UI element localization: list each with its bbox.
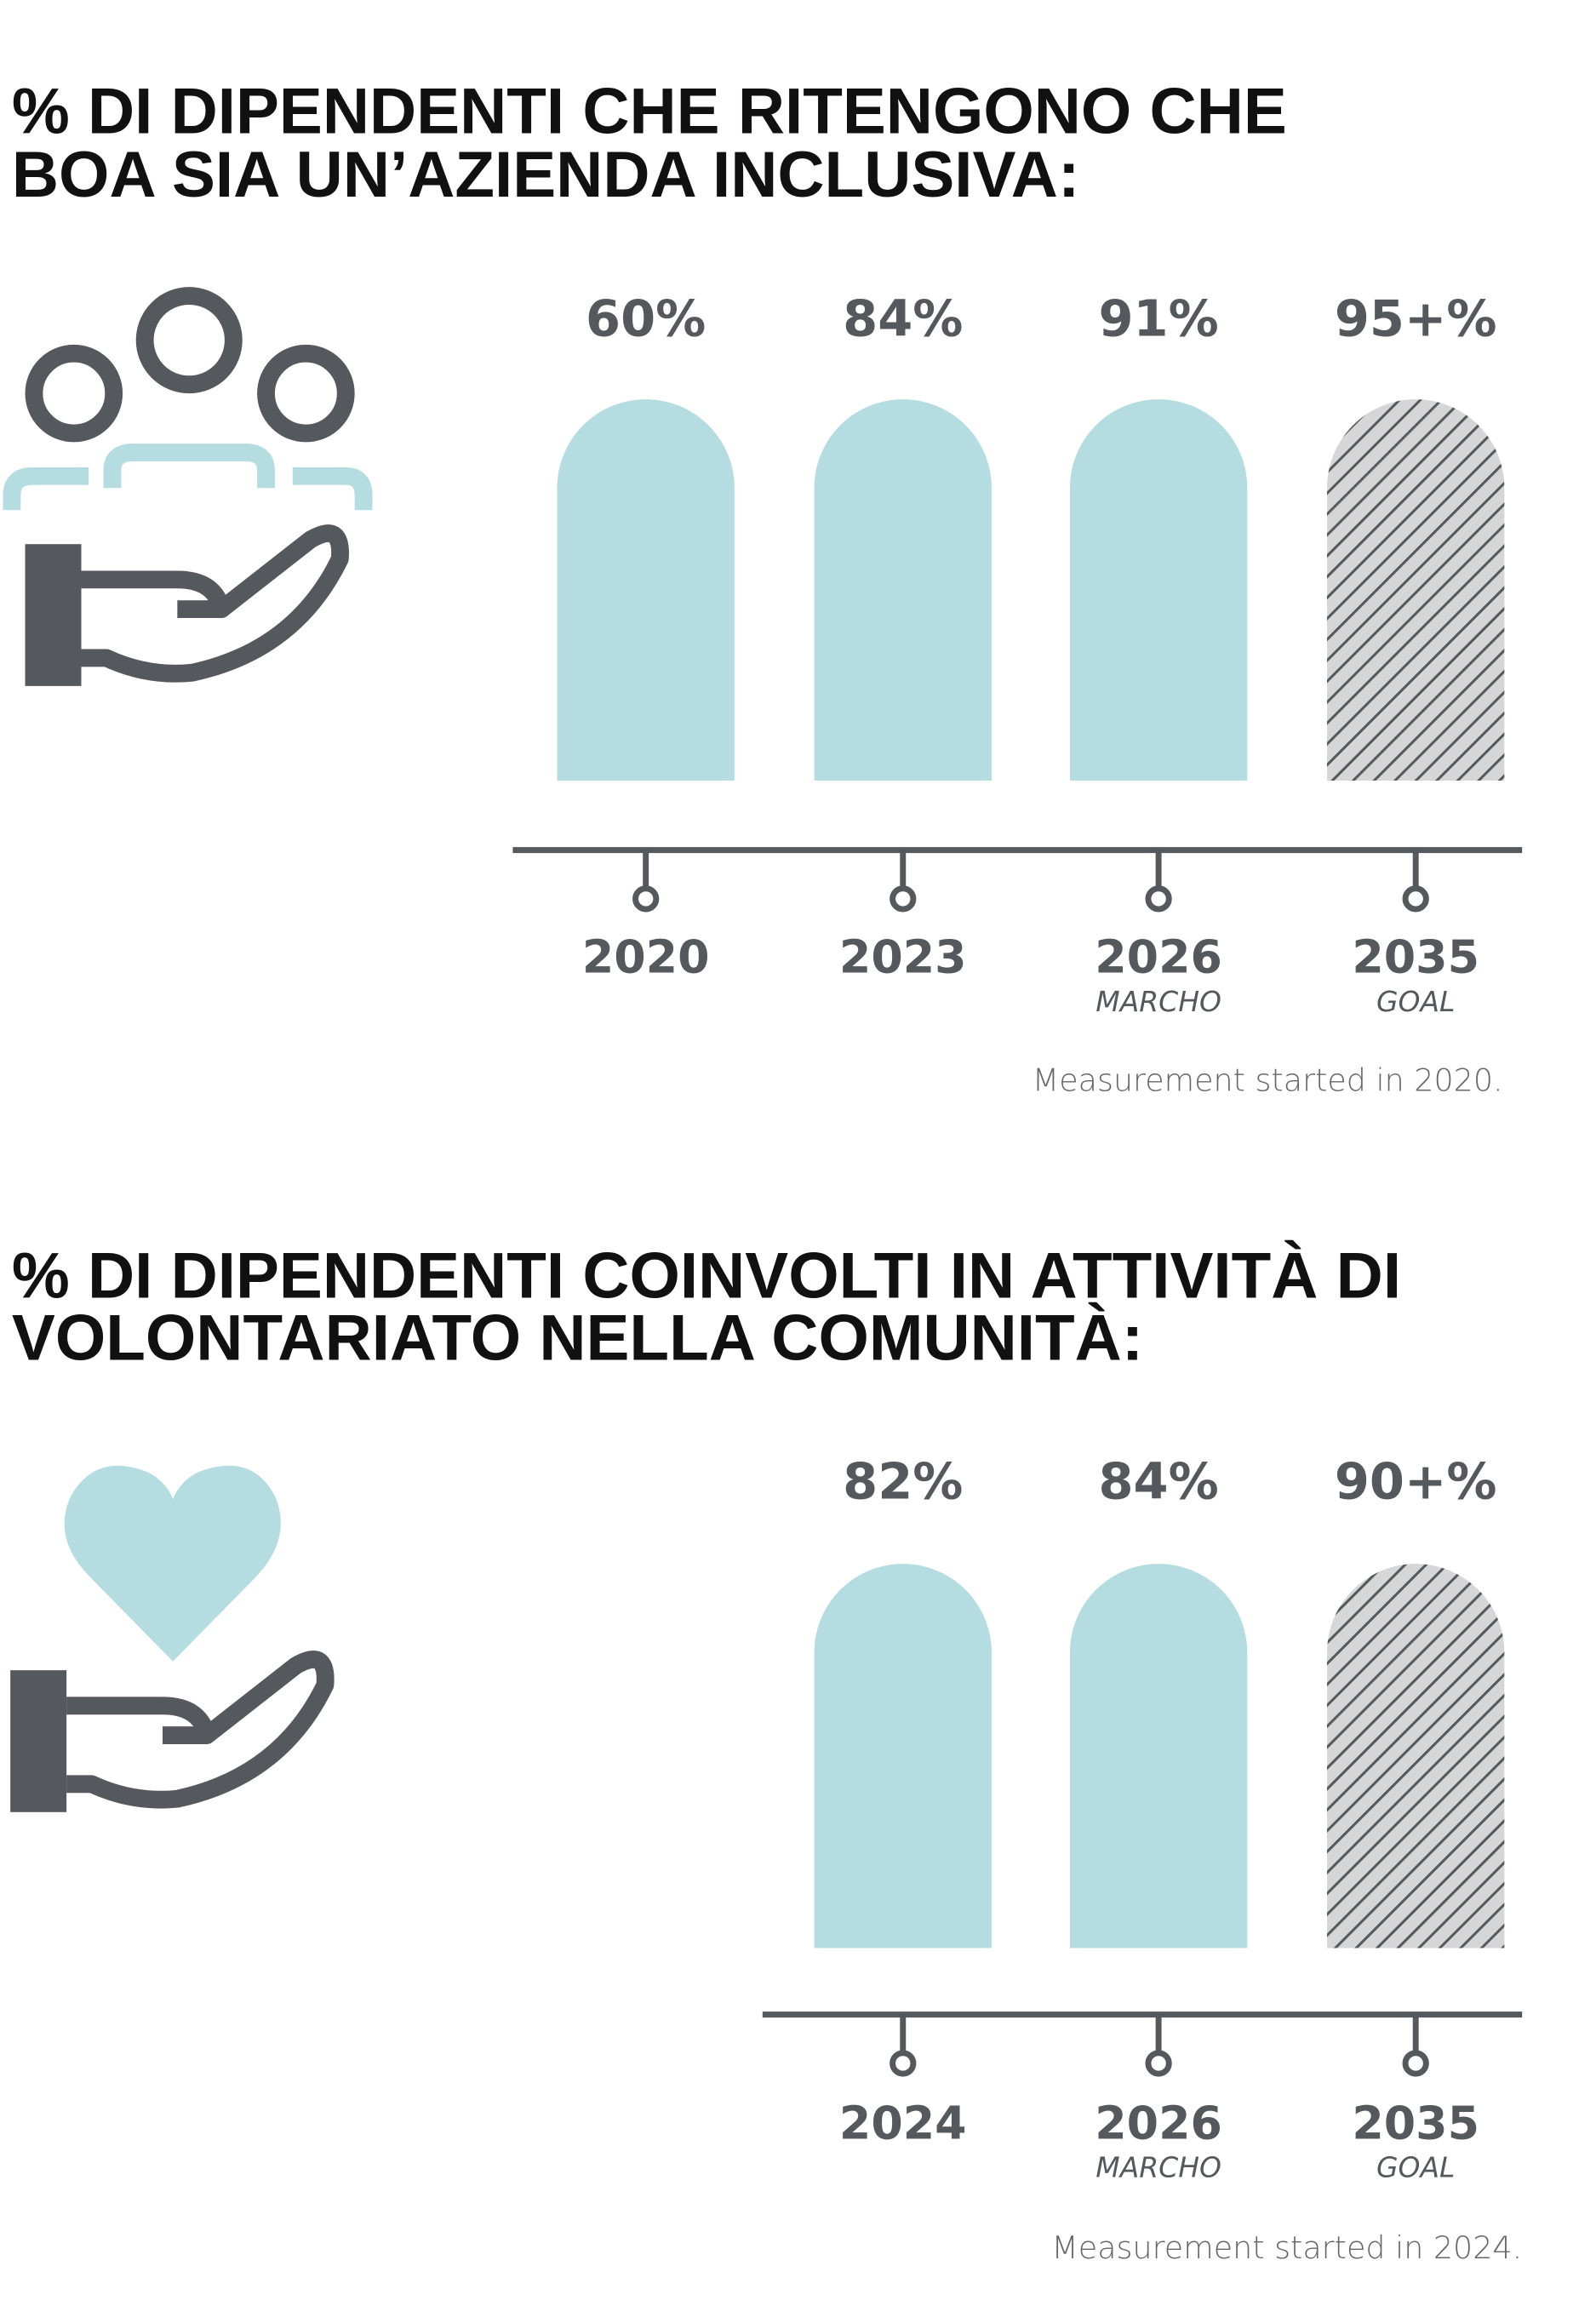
year-label: 2026 [1095, 930, 1222, 984]
footnote: Measurement started in 2024. [1051, 2229, 1522, 2266]
value-label: 90+% [1335, 1452, 1497, 1511]
tick-dot [1145, 885, 1172, 913]
tick-dot [632, 885, 660, 913]
year-note: MARCHO [1095, 985, 1221, 1018]
value-label: 91% [1098, 289, 1218, 347]
people-icon [3, 287, 373, 686]
value-label: 95+% [1335, 289, 1497, 347]
year-label: 2035 [1352, 2096, 1479, 2149]
year-label: 2023 [839, 930, 967, 984]
year-label: 2035 [1352, 930, 1479, 984]
bar [1327, 1564, 1505, 1948]
bar [1069, 1564, 1248, 1948]
tick-dot [890, 885, 917, 913]
year-note: GOAL [1376, 2151, 1455, 2184]
year-note: MARCHO [1095, 2151, 1221, 2184]
section-title: % DI DIPENDENTI COINVOLTI IN ATTIVITÀ DI [12, 1240, 1401, 1313]
section-title: VOLONTARIATO NELLA COMUNITÀ: [12, 1302, 1143, 1375]
value-label: 84% [843, 289, 963, 347]
tick-dot [890, 2050, 917, 2077]
bar [557, 399, 735, 781]
value-label: 60% [586, 289, 706, 347]
tick-dot [1145, 2050, 1172, 2077]
section-title: BOA SIA UN’AZIENDA INCLUSIVA: [12, 139, 1080, 211]
heart-icon [10, 1465, 335, 1812]
year-label: 2024 [839, 2096, 967, 2149]
year-note: GOAL [1376, 985, 1455, 1018]
tick-dot [1402, 885, 1429, 913]
year-label: 2026 [1095, 2096, 1222, 2149]
bar [1327, 399, 1505, 781]
bar [814, 399, 992, 781]
year-label: 2020 [582, 930, 710, 984]
bar [814, 1564, 992, 1948]
tick-dot [1402, 2050, 1429, 2077]
bar [1069, 399, 1248, 781]
section-title: % DI DIPENDENTI CHE RITENGONO CHE [12, 76, 1287, 148]
value-label: 84% [1098, 1452, 1218, 1511]
footnote: Measurement started in 2020. [1033, 1062, 1503, 1099]
value-label: 82% [843, 1452, 963, 1511]
